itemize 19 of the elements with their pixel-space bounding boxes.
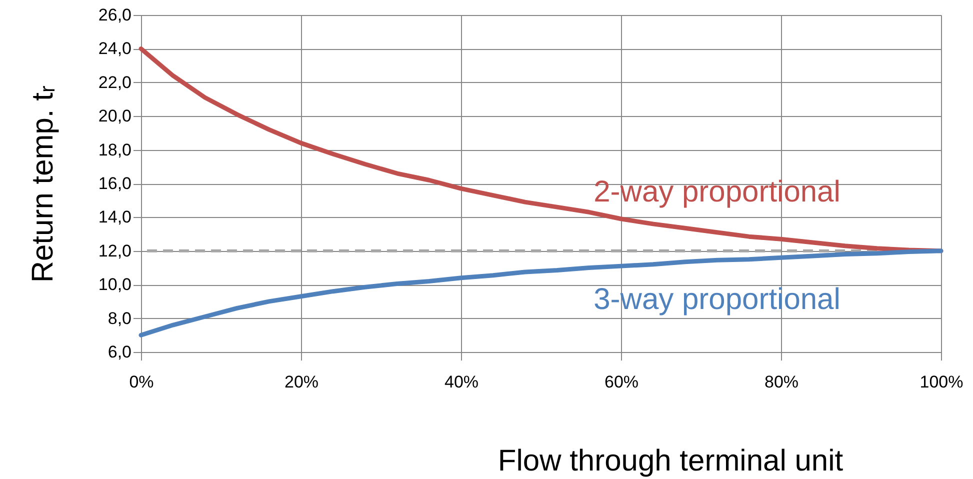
y-axis-title: Return temp. tᵣ [26, 85, 60, 283]
y-tick-label: 10,0 [98, 275, 132, 294]
x-tick-label: 60% [604, 372, 639, 392]
x-tick-label: 40% [444, 372, 479, 392]
y-tick-label: 14,0 [98, 208, 132, 227]
y-tick-label: 8,0 [108, 308, 132, 328]
y-tick-label: 20,0 [98, 106, 132, 126]
x-axis-title: Flow through terminal unit [498, 444, 844, 478]
y-tick-label: 24,0 [98, 39, 132, 58]
y-tick-label: 16,0 [98, 174, 132, 193]
x-tick-label: 100% [920, 372, 964, 392]
y-tick-label: 18,0 [98, 140, 132, 160]
x-tick-label: 80% [764, 372, 799, 392]
y-tick-label: 12,0 [98, 241, 132, 260]
x-tick-label: 0% [129, 372, 154, 392]
y-tick-label: 22,0 [98, 72, 132, 92]
y-tick-label: 6,0 [108, 342, 132, 362]
x-tick-label: 20% [284, 372, 319, 392]
y-tick-label: 26,0 [98, 6, 132, 24]
